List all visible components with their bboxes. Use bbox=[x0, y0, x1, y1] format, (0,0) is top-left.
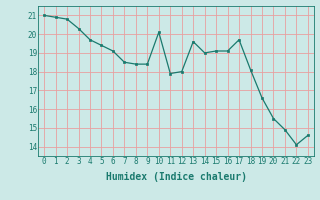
X-axis label: Humidex (Indice chaleur): Humidex (Indice chaleur) bbox=[106, 172, 246, 182]
